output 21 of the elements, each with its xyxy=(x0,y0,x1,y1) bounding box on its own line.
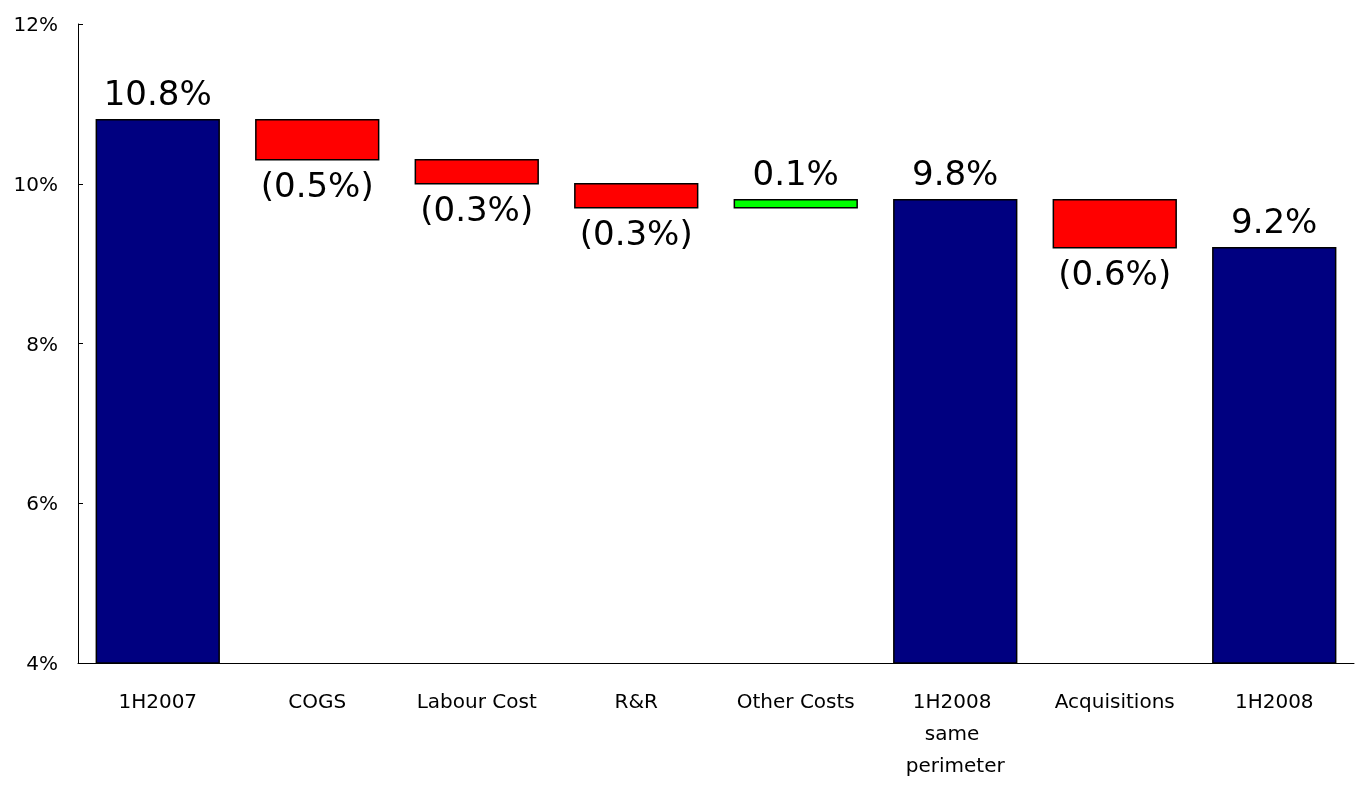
x-tick-label: 1H2008 same perimeter xyxy=(905,689,1006,777)
y-tick-label: 10% xyxy=(13,171,58,196)
x-tick-label: 1H2007 xyxy=(118,689,198,713)
x-tick-label: Acquisitions xyxy=(1054,689,1175,713)
data-label: (0.3%) xyxy=(579,212,693,253)
x-tick-label: Labour Cost xyxy=(416,689,537,713)
y-tick-label: 4% xyxy=(26,651,58,675)
y-tick-label: 6% xyxy=(26,491,58,516)
y-tick-label: 8% xyxy=(26,331,58,356)
data-label: 9.8% xyxy=(912,152,999,193)
data-label: (0.5%) xyxy=(260,164,374,205)
data-label: (0.6%) xyxy=(1058,252,1172,293)
x-tick-label: Other Costs xyxy=(736,689,855,713)
data-label: 9.2% xyxy=(1231,200,1318,241)
data-label: 10.8% xyxy=(103,72,212,113)
x-tick-label: COGS xyxy=(288,689,347,713)
x-tick-label: R&R xyxy=(614,689,659,713)
y-tick-label: 12% xyxy=(13,12,58,36)
x-tick-label: 1H2008 xyxy=(1234,689,1314,713)
data-label: 0.1% xyxy=(752,152,839,193)
data-label: (0.3%) xyxy=(420,188,534,229)
